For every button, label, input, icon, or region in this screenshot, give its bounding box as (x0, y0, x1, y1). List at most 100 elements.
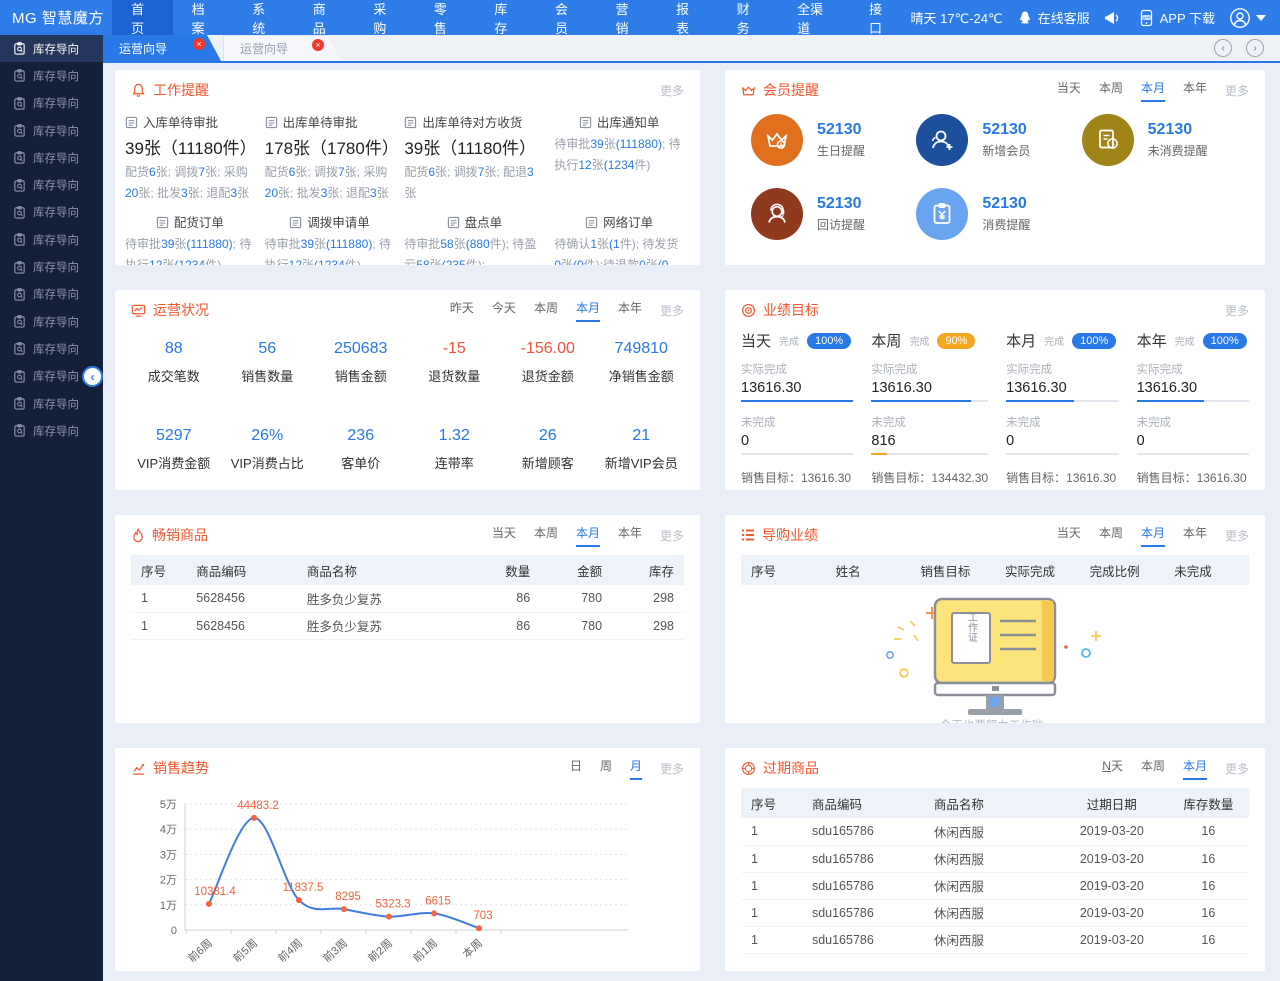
guide-filter-3[interactable]: 本年 (1182, 525, 1207, 540)
card-sales-trend: 销售趋势 日 周 月 更多 0 1万 2万 3万 4万 5万 10381.4 44483.2 1183… (115, 748, 700, 971)
ops-filter-1[interactable]: 今天 (491, 300, 516, 315)
hot-more-link[interactable]: 更多 (659, 528, 684, 543)
member-filter-3[interactable]: 本年 (1182, 80, 1207, 95)
check-doc-icon (447, 214, 460, 228)
nav-item-3[interactable]: 商品 (312, 1, 326, 36)
sales-trend-chart: 0 1万 2万 3万 4万 5万 10381.4 44483.2 11837.5 8295 5323… (115, 788, 700, 967)
hot-filter-1[interactable]: 本周 (533, 525, 558, 540)
nav-item-10[interactable]: 财务 (736, 1, 750, 36)
trend-filter-0[interactable]: 日 (569, 758, 582, 773)
nav-item-9[interactable]: 报表 (676, 1, 690, 36)
trend-filter-2[interactable]: 月 (629, 757, 642, 780)
sidebar-item-label: 库存导向 (33, 180, 79, 193)
work-item-0: 入库单待审批 39张（11180件） 配货6张; 调拨7张; 采购20张; 批发3张… (125, 112, 257, 204)
headset-icon (751, 188, 803, 240)
hot-filter-3[interactable]: 本年 (617, 525, 642, 540)
member-more-link[interactable]: 更多 (1224, 83, 1249, 98)
member-filter-0[interactable]: 当天 (1056, 80, 1081, 95)
sidebar-item-9[interactable]: 库存导向 (0, 281, 103, 308)
ops-filter-0[interactable]: 昨天 (449, 300, 474, 315)
sidebar-item-7[interactable]: 库存导向 (0, 226, 103, 253)
expired-products-title: 过期商品 (741, 758, 819, 778)
sidebar-item-5[interactable]: 库存导向 (0, 171, 103, 198)
nav-item-5[interactable]: 零售 (433, 1, 447, 36)
nav-item-8[interactable]: 营销 (615, 1, 629, 36)
work-item-title: 配货订单 (125, 212, 255, 231)
tab-bar: 运营向导 × 运营向导 × ‹ › (103, 35, 1280, 63)
hot-filter-2[interactable]: 本月 (575, 524, 600, 547)
nav-item-7[interactable]: 会员 (554, 1, 568, 36)
app-download[interactable]: APP APP 下载 (1138, 8, 1215, 27)
member-filter-2[interactable]: 本月 (1140, 79, 1165, 102)
card-operations-status: 运营状况 昨天 今天 本周 本月 本年 更多 88 成交笔数 56 销售数量 250683 销售金额… (115, 290, 700, 490)
svg-text:5323.3: 5323.3 (375, 899, 410, 911)
clipboard-icon (14, 342, 25, 356)
tab-close-icon[interactable]: × (312, 39, 324, 51)
ops-more-link[interactable]: 更多 (659, 303, 684, 318)
nav-item-11[interactable]: 全渠道 (797, 1, 824, 36)
clipboard-icon (14, 96, 25, 110)
sidebar-item-6[interactable]: 库存导向 (0, 199, 103, 226)
sales-trend-title: 销售趋势 (131, 758, 209, 778)
card-work-reminder: 工作提醒 更多 入库单待审批 39张（11180件） 配货6张; 调拨7张; 采购2… (115, 70, 700, 265)
sidebar-item-2[interactable]: 库存导向 (0, 90, 103, 117)
ops-stat-value: 236 (347, 427, 375, 444)
ops-stat-label: VIP消费金额 (137, 456, 211, 471)
nav-item-2[interactable]: 系统 (252, 1, 266, 36)
work-item-2: 出库单待对方收货 39张（11180件） 配货6张; 调拨7张; 配退3张 (404, 112, 544, 204)
member-filter-1[interactable]: 本周 (1098, 80, 1123, 95)
hot-filter-0[interactable]: 当天 (491, 525, 516, 540)
sidebar-item-0[interactable]: 库存导向 (0, 35, 103, 63)
nav-item-4[interactable]: 采购 (373, 1, 387, 36)
expired-more-link[interactable]: 更多 (1224, 761, 1249, 776)
sidebar-item-14[interactable]: 库存导向 (0, 417, 103, 444)
sidebar-item-3[interactable]: 库存导向 (0, 117, 103, 144)
nav-item-12[interactable]: 接口 (868, 1, 882, 36)
sidebar-item-10[interactable]: 库存导向 (0, 308, 103, 335)
sidebar-collapse-button[interactable]: ‹ (82, 366, 103, 387)
table-header: 过期日期 (1055, 788, 1168, 818)
goal-more-link[interactable]: 更多 (1224, 303, 1249, 318)
ops-filter-2[interactable]: 本周 (533, 300, 558, 315)
page-tab-1[interactable]: 运营向导 × (223, 35, 341, 61)
tab-scroll-right-button[interactable]: › (1246, 39, 1264, 57)
sidebar-item-13[interactable]: 库存导向 (0, 390, 103, 417)
guide-more-link[interactable]: 更多 (1224, 528, 1249, 543)
expired-filter-0[interactable]: N天 (1102, 758, 1123, 773)
online-service[interactable]: 在线客服 (1017, 8, 1090, 27)
ops-stat-3: -15 退货数量 (408, 340, 502, 385)
tab-close-icon[interactable]: × (193, 38, 205, 50)
ops-stat-label: 退货数量 (428, 369, 481, 384)
nav-item-1[interactable]: 档案 (191, 1, 205, 36)
work-item-title: 盘点单 (404, 212, 544, 231)
sidebar-item-label: 库存导向 (33, 125, 79, 138)
expired-filter-1[interactable]: 本周 (1140, 758, 1165, 773)
caret-down-icon (1256, 14, 1266, 21)
clipboard-icon (14, 69, 25, 83)
sidebar-item-12[interactable]: 库存导向 (0, 363, 103, 390)
sidebar-item-11[interactable]: 库存导向 (0, 335, 103, 362)
work-reminder-title: 工作提醒 (131, 80, 209, 100)
profile-menu[interactable] (1229, 7, 1266, 29)
page-tab-0[interactable]: 运营向导 × (103, 35, 221, 61)
goal-actual-value: 13616.30 (741, 380, 802, 396)
work-more-link[interactable]: 更多 (659, 83, 684, 98)
trend-filter-1[interactable]: 周 (599, 758, 612, 773)
sidebar-item-8[interactable]: 库存导向 (0, 253, 103, 280)
expired-filter-2[interactable]: 本月 (1182, 757, 1207, 780)
top-nav: MG 智慧魔方 首页 档案 系统 商品 采购 零售 库存 会员 营销 报表 财务 全渠道 接口 晴天 1… (0, 0, 1280, 36)
nav-item-6[interactable]: 库存 (494, 1, 508, 36)
trend-more-link[interactable]: 更多 (659, 761, 684, 776)
nav-item-0[interactable]: 首页 (112, 0, 173, 36)
tab-scroll-left-button[interactable]: ‹ (1214, 39, 1232, 57)
sidebar-item-4[interactable]: 库存导向 (0, 144, 103, 171)
sidebar-item-1[interactable]: 库存导向 (0, 62, 103, 89)
ops-filter-3[interactable]: 本月 (575, 299, 600, 322)
nav-right: 晴天 17℃-24℃ 在线客服 APP APP 下载 (911, 0, 1280, 35)
guide-filter-1[interactable]: 本周 (1098, 525, 1123, 540)
clipboard-icon (14, 124, 25, 137)
guide-filter-0[interactable]: 当天 (1056, 525, 1081, 540)
announcement-button[interactable] (1104, 10, 1124, 26)
ops-filter-4[interactable]: 本年 (617, 300, 642, 315)
guide-filter-2[interactable]: 本月 (1140, 524, 1165, 547)
